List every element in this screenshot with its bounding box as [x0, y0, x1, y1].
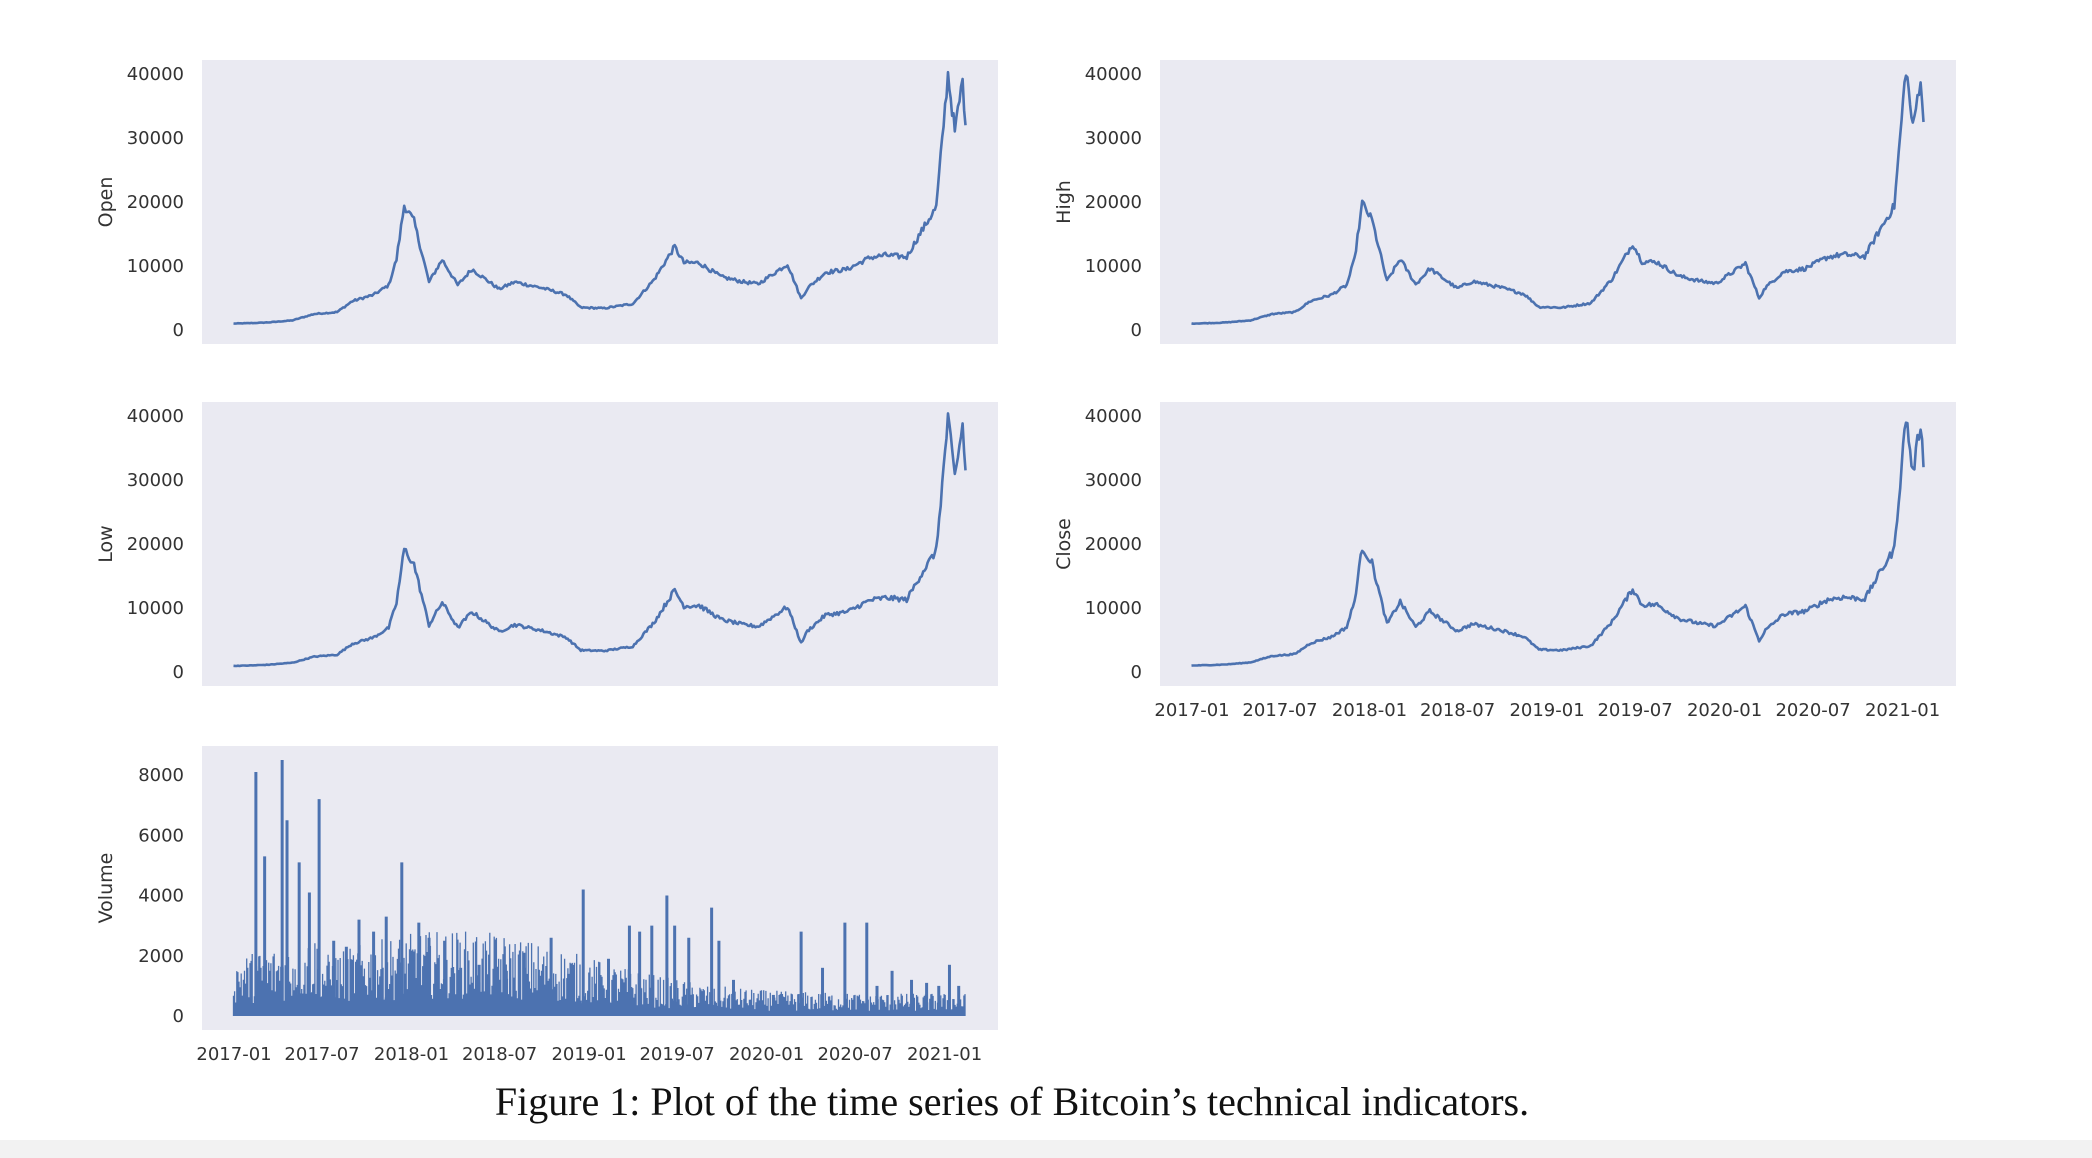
series-line: [1191, 421, 1925, 667]
y-tick-label: 40000: [127, 406, 184, 427]
y-axis-label: Volume: [95, 853, 117, 924]
y-tick-label: 30000: [1085, 470, 1142, 491]
y-tick-label: 4000: [138, 886, 184, 907]
x-tick-label: 2018-01: [1332, 700, 1407, 721]
plot-area: [1160, 60, 1956, 344]
x-tick-label: 2020-07: [1775, 700, 1850, 721]
y-tick-label: 40000: [1085, 64, 1142, 85]
y-axis-label: Low: [95, 525, 117, 562]
y-tick-label: 20000: [1085, 534, 1142, 555]
y-tick-label: 0: [1131, 320, 1142, 341]
x-tick-label: 2021-01: [1865, 700, 1940, 721]
x-tick-label: 2018-01: [374, 1044, 449, 1065]
y-tick-label: 2000: [138, 946, 184, 967]
x-tick-label: 2017-07: [284, 1044, 359, 1065]
y-tick-label: 40000: [1085, 406, 1142, 427]
plot-area: [1160, 402, 1956, 686]
x-tick-label: 2019-01: [1509, 700, 1584, 721]
series-line: [233, 70, 967, 325]
y-tick-label: 10000: [127, 598, 184, 619]
subplot-low: 0 10000 20000 30000 40000 Low: [95, 402, 998, 686]
y-axis-label: Close: [1053, 518, 1075, 570]
y-tick-label: 30000: [1085, 128, 1142, 149]
x-tick-label: 2017-07: [1242, 700, 1317, 721]
x-tick-label: 2017-01: [1154, 700, 1229, 721]
x-tick-label: 2020-01: [1687, 700, 1762, 721]
figure-caption: Figure 1: Plot of the time series of Bit…: [494, 1079, 1530, 1124]
x-tick-label: 2019-07: [639, 1044, 714, 1065]
y-tick-label: 20000: [127, 192, 184, 213]
x-tick-label: 2020-01: [729, 1044, 804, 1065]
bottom-band: [0, 1140, 2092, 1158]
y-tick-label: 20000: [1085, 192, 1142, 213]
y-axis-label: Open: [95, 177, 117, 228]
x-tick-label: 2018-07: [462, 1044, 537, 1065]
y-tick-label: 8000: [138, 765, 184, 786]
y-tick-label: 10000: [1085, 256, 1142, 277]
y-tick-label: 30000: [127, 470, 184, 491]
y-tick-label: 0: [173, 1006, 184, 1027]
y-axis-label: High: [1053, 180, 1075, 224]
y-tick-label: 40000: [127, 64, 184, 85]
y-tick-label: 30000: [127, 128, 184, 149]
y-tick-label: 10000: [127, 256, 184, 277]
plot-area: [202, 60, 998, 344]
x-tick-label: 2017-01: [196, 1044, 271, 1065]
y-tick-label: 10000: [1085, 598, 1142, 619]
subplot-open: 0 10000 20000 30000 40000 Open: [95, 60, 998, 344]
x-tick-label: 2018-07: [1420, 700, 1495, 721]
y-tick-label: 6000: [138, 825, 184, 846]
x-tick-label: 2020-07: [817, 1044, 892, 1065]
y-tick-label: 0: [173, 320, 184, 341]
y-tick-label: 0: [173, 662, 184, 683]
series-line: [1191, 74, 1925, 325]
subplot-close: 0 10000 20000 30000 40000 Close 2017-01 2017-07…: [1053, 402, 1956, 721]
plot-area: [202, 402, 998, 686]
subplot-volume: 0 2000 4000 6000 8000 Volume 2017-01 2017-07 201…: [95, 746, 998, 1065]
y-tick-label: 20000: [127, 534, 184, 555]
x-tick-label: 2019-07: [1597, 700, 1672, 721]
x-tick-label: 2021-01: [907, 1044, 982, 1065]
figure: 010000200003000040000Open010000200003000…: [95, 60, 1956, 1065]
subplot-high: 0 10000 20000 30000 40000 High: [1053, 60, 1956, 344]
x-tick-label: 2019-01: [551, 1044, 626, 1065]
y-tick-label: 0: [1131, 662, 1142, 683]
series-line: [233, 412, 967, 668]
